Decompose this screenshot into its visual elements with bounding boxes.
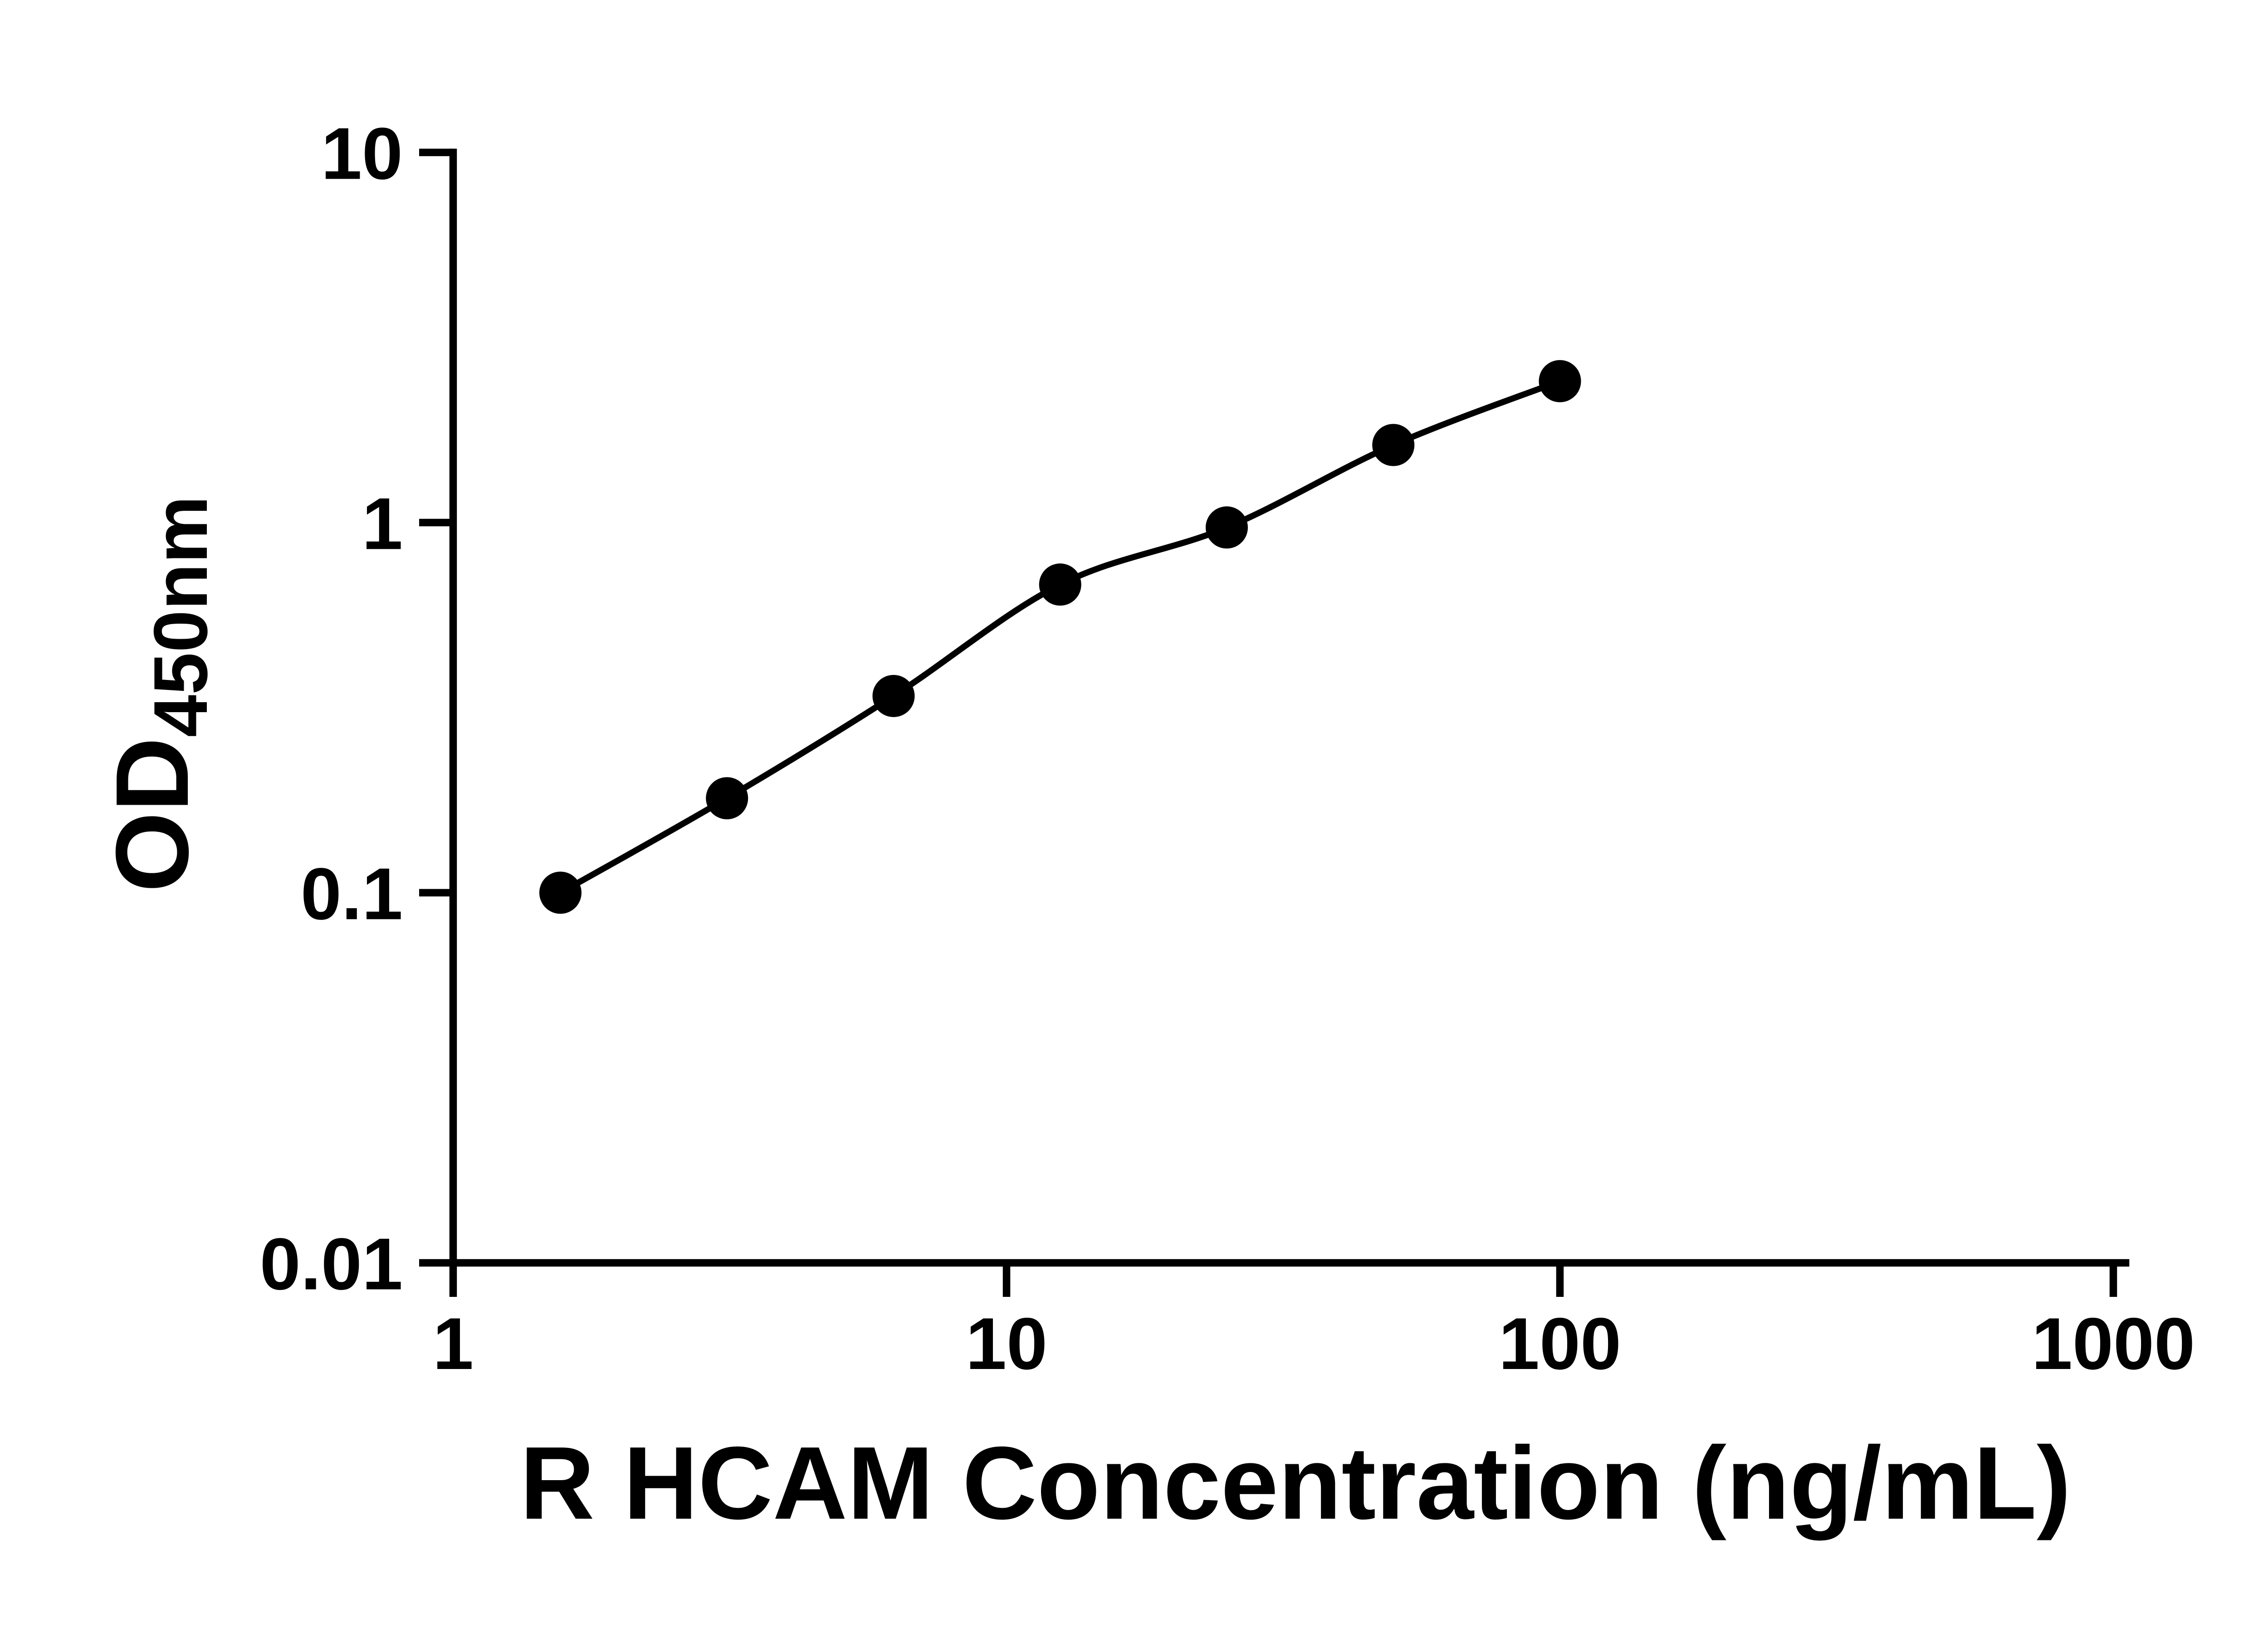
- data-point: [872, 675, 915, 717]
- y-axis-title-main: OD: [95, 737, 210, 892]
- axes: [449, 148, 2130, 1267]
- data-point: [1039, 563, 1081, 606]
- x-tick-label: 1000: [2032, 1303, 2195, 1385]
- y-tick-label: 1: [362, 483, 403, 565]
- axis-tick-labels: 1 10 100 1000 0.01 0.1 1 10: [260, 112, 2195, 1385]
- y-tick-label: 0.01: [260, 1223, 403, 1305]
- data-point: [1539, 360, 1581, 402]
- x-tick-label: 10: [966, 1303, 1047, 1385]
- axis-ticks: [419, 148, 2117, 1297]
- data-point: [539, 871, 582, 914]
- x-axis-title: R HCAM Concentration (ng/mL): [520, 1426, 2071, 1541]
- plot-area: [539, 360, 1581, 914]
- data-point: [706, 777, 748, 820]
- y-tick-label: 0.1: [301, 853, 403, 935]
- data-point: [1206, 506, 1248, 549]
- x-tick-label: 100: [1499, 1303, 1621, 1385]
- y-axis-title-subscript: 450nm: [138, 496, 223, 737]
- y-tick-label: 10: [321, 112, 403, 195]
- data-point: [1372, 424, 1415, 466]
- y-axis-title: OD450nm: [95, 496, 223, 892]
- x-tick-label: 1: [433, 1303, 474, 1385]
